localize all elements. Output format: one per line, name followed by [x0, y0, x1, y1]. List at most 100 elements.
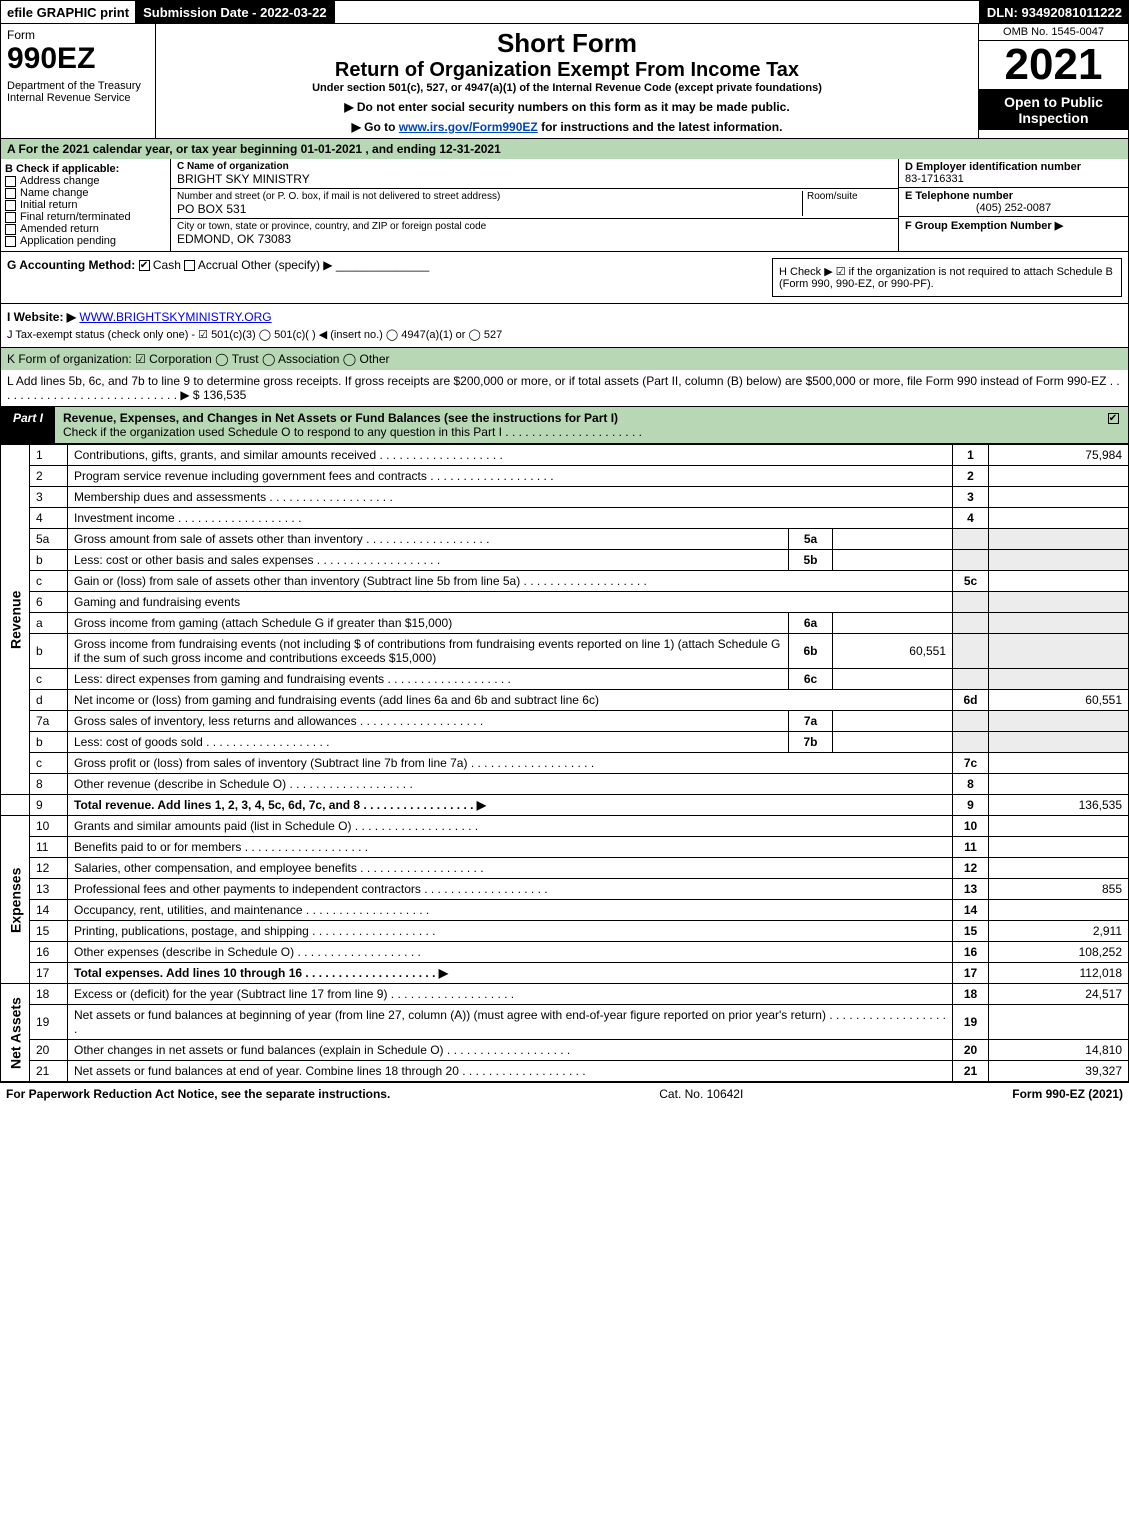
l7b-txt: Less: cost of goods sold — [68, 732, 789, 753]
part-i-check[interactable] — [1098, 407, 1128, 443]
l11-out: 11 — [953, 837, 989, 858]
l18-txt: Excess or (deficit) for the year (Subtra… — [68, 984, 953, 1005]
d-ein-label: D Employer identification number — [905, 161, 1122, 173]
l15-out: 15 — [953, 921, 989, 942]
l12-no: 12 — [30, 858, 68, 879]
website-link[interactable]: WWW.BRIGHTSKYMINISTRY.ORG — [79, 310, 271, 324]
l20-txt: Other changes in net assets or fund bala… — [68, 1040, 953, 1061]
l12-amt — [989, 858, 1129, 879]
short-form-title: Short Form — [162, 28, 972, 59]
g-accrual-check[interactable] — [184, 260, 195, 271]
column-b-checks: B Check if applicable: Address change Na… — [1, 159, 171, 251]
l6b-txt: Gross income from fundraising events (no… — [68, 634, 789, 669]
l6d-txt: Net income or (loss) from gaming and fun… — [68, 690, 953, 711]
tax-year: 2021 — [979, 41, 1128, 90]
l4-no: 4 — [30, 508, 68, 529]
l7a-out-shade — [953, 711, 989, 732]
l5c-no: c — [30, 571, 68, 592]
top-bar: efile GRAPHIC print Submission Date - 20… — [0, 0, 1129, 24]
b-item-0: Address change — [20, 175, 100, 187]
l1-txt: Contributions, gifts, grants, and simila… — [68, 445, 953, 466]
l12-txt: Salaries, other compensation, and employ… — [68, 858, 953, 879]
room-suite-label: Room/suite — [802, 191, 892, 216]
l7c-amt — [989, 753, 1129, 774]
l6c-no: c — [30, 669, 68, 690]
revenue-side-label: Revenue — [1, 445, 30, 795]
l7b-sv — [833, 732, 953, 753]
footer-right: Form 990-EZ (2021) — [1012, 1087, 1123, 1101]
l7a-sub: 7a — [789, 711, 833, 732]
g-cash-check[interactable] — [139, 260, 150, 271]
block-bcdef: B Check if applicable: Address change Na… — [0, 159, 1129, 252]
l21-out: 21 — [953, 1061, 989, 1082]
form-number: 990EZ — [7, 42, 149, 76]
footer-mid: Cat. No. 10642I — [659, 1087, 743, 1101]
l15-txt: Printing, publications, postage, and shi… — [68, 921, 953, 942]
c-city-label: City or town, state or province, country… — [177, 221, 892, 232]
check-name-change[interactable] — [5, 188, 16, 199]
irs-label: Internal Revenue Service — [7, 92, 149, 104]
l11-txt: Benefits paid to or for members — [68, 837, 953, 858]
open-to-public: Open to Public Inspection — [979, 90, 1128, 130]
check-amended-return[interactable] — [5, 224, 16, 235]
l6c-sv — [833, 669, 953, 690]
b-item-2: Initial return — [20, 199, 77, 211]
l6d-no: d — [30, 690, 68, 711]
g-cash: Cash — [153, 258, 181, 272]
l6a-sv — [833, 613, 953, 634]
l11-no: 11 — [30, 837, 68, 858]
check-application-pending[interactable] — [5, 236, 16, 247]
l7c-no: c — [30, 753, 68, 774]
check-initial-return[interactable] — [5, 200, 16, 211]
l1-no: 1 — [30, 445, 68, 466]
g-accrual: Accrual — [198, 258, 238, 272]
f-group-label: F Group Exemption Number ▶ — [905, 220, 1063, 232]
l8-no: 8 — [30, 774, 68, 795]
l3-amt — [989, 487, 1129, 508]
l18-amt: 24,517 — [989, 984, 1129, 1005]
org-name: BRIGHT SKY MINISTRY — [177, 172, 892, 186]
efile-print-label[interactable]: efile GRAPHIC print — [0, 0, 136, 24]
l5c-out: 5c — [953, 571, 989, 592]
l2-amt — [989, 466, 1129, 487]
l7a-amt-shade — [989, 711, 1129, 732]
l14-no: 14 — [30, 900, 68, 921]
column-def: D Employer identification number 83-1716… — [898, 159, 1128, 251]
h-box: H Check ▶ ☑ if the organization is not r… — [772, 258, 1122, 297]
b-item-1: Name change — [20, 187, 89, 199]
part-i-title-text: Revenue, Expenses, and Changes in Net As… — [63, 411, 618, 425]
ssn-warning: ▶ Do not enter social security numbers o… — [162, 100, 972, 114]
l6b-out-shade — [953, 634, 989, 669]
l9-txt: Total revenue. Add lines 1, 2, 3, 4, 5c,… — [68, 795, 953, 816]
check-address-change[interactable] — [5, 176, 16, 187]
e-phone-value: (405) 252-0087 — [905, 202, 1122, 214]
expenses-side-label: Expenses — [1, 816, 30, 984]
l5b-sv — [833, 550, 953, 571]
l18-out: 18 — [953, 984, 989, 1005]
footer-left: For Paperwork Reduction Act Notice, see … — [6, 1087, 390, 1101]
i-label: I Website: ▶ — [7, 310, 76, 324]
l6a-out-shade — [953, 613, 989, 634]
l21-amt: 39,327 — [989, 1061, 1129, 1082]
l3-out: 3 — [953, 487, 989, 508]
part-i-label: Part I — [1, 407, 55, 443]
l6c-sub: 6c — [789, 669, 833, 690]
l1-out: 1 — [953, 445, 989, 466]
part-i-header: Part I Revenue, Expenses, and Changes in… — [0, 407, 1129, 444]
l13-out: 13 — [953, 879, 989, 900]
l17-out: 17 — [953, 963, 989, 984]
go-to-line: ▶ Go to www.irs.gov/Form990EZ for instru… — [162, 120, 972, 134]
irs-link[interactable]: www.irs.gov/Form990EZ — [399, 120, 538, 134]
l14-out: 14 — [953, 900, 989, 921]
omb-number: OMB No. 1545-0047 — [979, 24, 1128, 41]
check-final-return[interactable] — [5, 212, 16, 223]
l21-no: 21 — [30, 1061, 68, 1082]
section-a-line: A For the 2021 calendar year, or tax yea… — [0, 139, 1129, 159]
l7c-out: 7c — [953, 753, 989, 774]
l6a-sub: 6a — [789, 613, 833, 634]
l7b-out-shade — [953, 732, 989, 753]
e-phone-label: E Telephone number — [905, 190, 1122, 202]
l6-no: 6 — [30, 592, 68, 613]
form-word: Form — [7, 28, 149, 42]
l3-txt: Membership dues and assessments — [68, 487, 953, 508]
